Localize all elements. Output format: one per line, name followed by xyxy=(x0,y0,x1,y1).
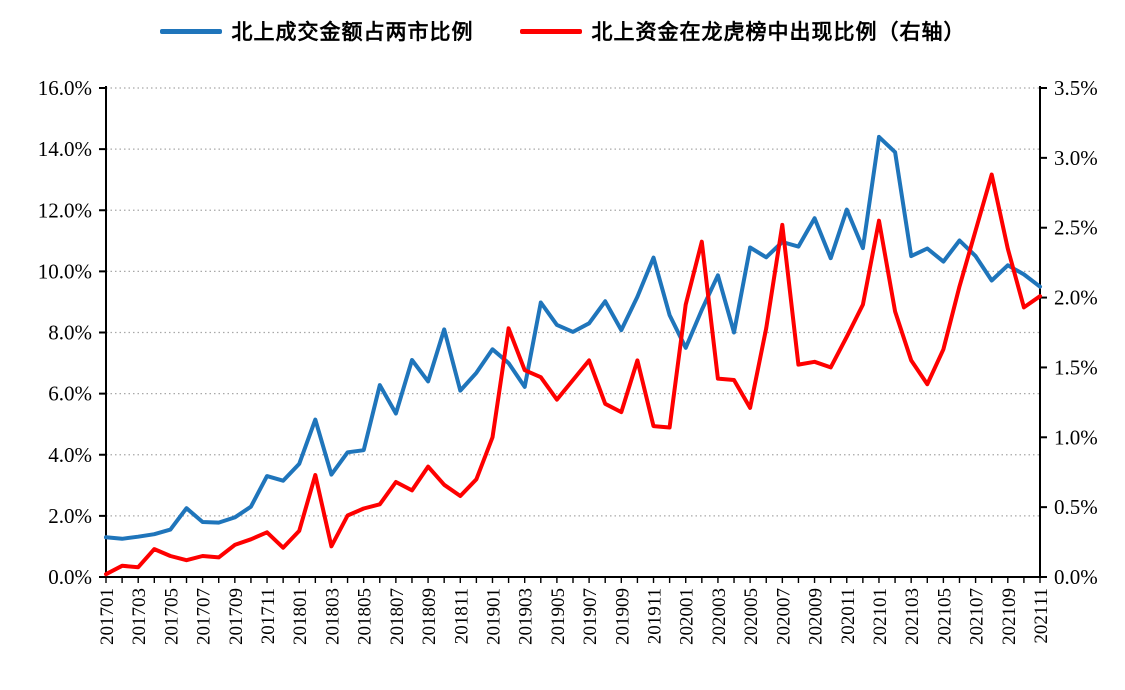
x-axis-label: 201711 xyxy=(258,588,279,644)
x-axis-label: 201807 xyxy=(387,588,408,645)
x-axis-label: 201905 xyxy=(548,588,569,645)
red-line-swatch-icon xyxy=(519,28,582,34)
left-axis-label: 8.0% xyxy=(48,321,92,345)
left-axis-label: 0.0% xyxy=(48,565,92,589)
x-axis-label: 201903 xyxy=(516,588,537,645)
left-axis-label: 12.0% xyxy=(38,198,92,222)
x-axis-label: 201901 xyxy=(483,588,504,645)
left-axis-label: 10.0% xyxy=(38,259,92,283)
legend-label-series2: 北上资金在龙虎榜中出现比例（右轴） xyxy=(591,20,966,44)
x-axis-label: 201801 xyxy=(290,588,311,645)
right-axis-label: 0.0% xyxy=(1054,565,1098,589)
left-axis-label: 14.0% xyxy=(38,137,92,161)
x-axis-label: 202005 xyxy=(741,588,762,645)
right-axis-label: 3.0% xyxy=(1054,146,1098,170)
chart-legend: 北上成交金额占两市比例 北上资金在龙虎榜中出现比例（右轴） xyxy=(0,16,1125,46)
x-axis-label: 202003 xyxy=(709,588,730,645)
x-axis-label: 201707 xyxy=(194,588,215,645)
blue-line-swatch-icon xyxy=(159,28,222,34)
x-axis-label: 202009 xyxy=(806,588,827,645)
x-axis-label: 202111 xyxy=(1031,588,1052,644)
x-axis-label: 202107 xyxy=(967,588,988,645)
x-axis-label: 202011 xyxy=(838,588,859,644)
legend-label-series1: 北上成交金额占两市比例 xyxy=(231,20,474,44)
right-axis-label: 2.0% xyxy=(1054,286,1098,310)
x-axis-label: 202001 xyxy=(677,588,698,645)
x-axis-label: 202109 xyxy=(999,588,1020,645)
x-axis-label: 201907 xyxy=(580,588,601,645)
right-axis-label: 3.5% xyxy=(1054,76,1098,100)
x-axis-label: 201911 xyxy=(645,588,666,644)
right-axis-label: 1.5% xyxy=(1054,355,1098,379)
right-axis-label: 1.0% xyxy=(1054,425,1098,449)
right-axis-label: 2.5% xyxy=(1054,216,1098,240)
right-axis-label: 0.5% xyxy=(1054,495,1098,519)
legend-item-series2: 北上资金在龙虎榜中出现比例（右轴） xyxy=(519,16,966,46)
x-axis-label: 202105 xyxy=(934,588,955,645)
left-axis-label: 2.0% xyxy=(48,504,92,528)
series-line-northbound-turnover-share xyxy=(104,134,1042,541)
left-axis-label: 6.0% xyxy=(48,382,92,406)
x-axis-label: 201811 xyxy=(451,588,472,644)
x-axis-label: 201709 xyxy=(226,588,247,645)
x-axis-label: 201805 xyxy=(355,588,376,645)
legend-item-series1: 北上成交金额占两市比例 xyxy=(159,16,474,46)
x-axis-label: 201809 xyxy=(419,588,440,645)
x-axis-label: 202007 xyxy=(773,588,794,645)
x-axis-label: 201703 xyxy=(129,588,150,645)
left-axis-label: 16.0% xyxy=(38,76,92,100)
x-axis-label: 202101 xyxy=(870,588,891,645)
x-axis-label: 201909 xyxy=(612,588,633,645)
x-axis-label: 201701 xyxy=(97,588,118,645)
x-axis-label: 202103 xyxy=(902,588,923,645)
x-axis-label: 201705 xyxy=(161,588,182,645)
x-axis-label: 201803 xyxy=(322,588,343,645)
series-line-dragon-tiger-appearance-ratio xyxy=(104,172,1042,577)
left-axis-label: 4.0% xyxy=(48,443,92,467)
